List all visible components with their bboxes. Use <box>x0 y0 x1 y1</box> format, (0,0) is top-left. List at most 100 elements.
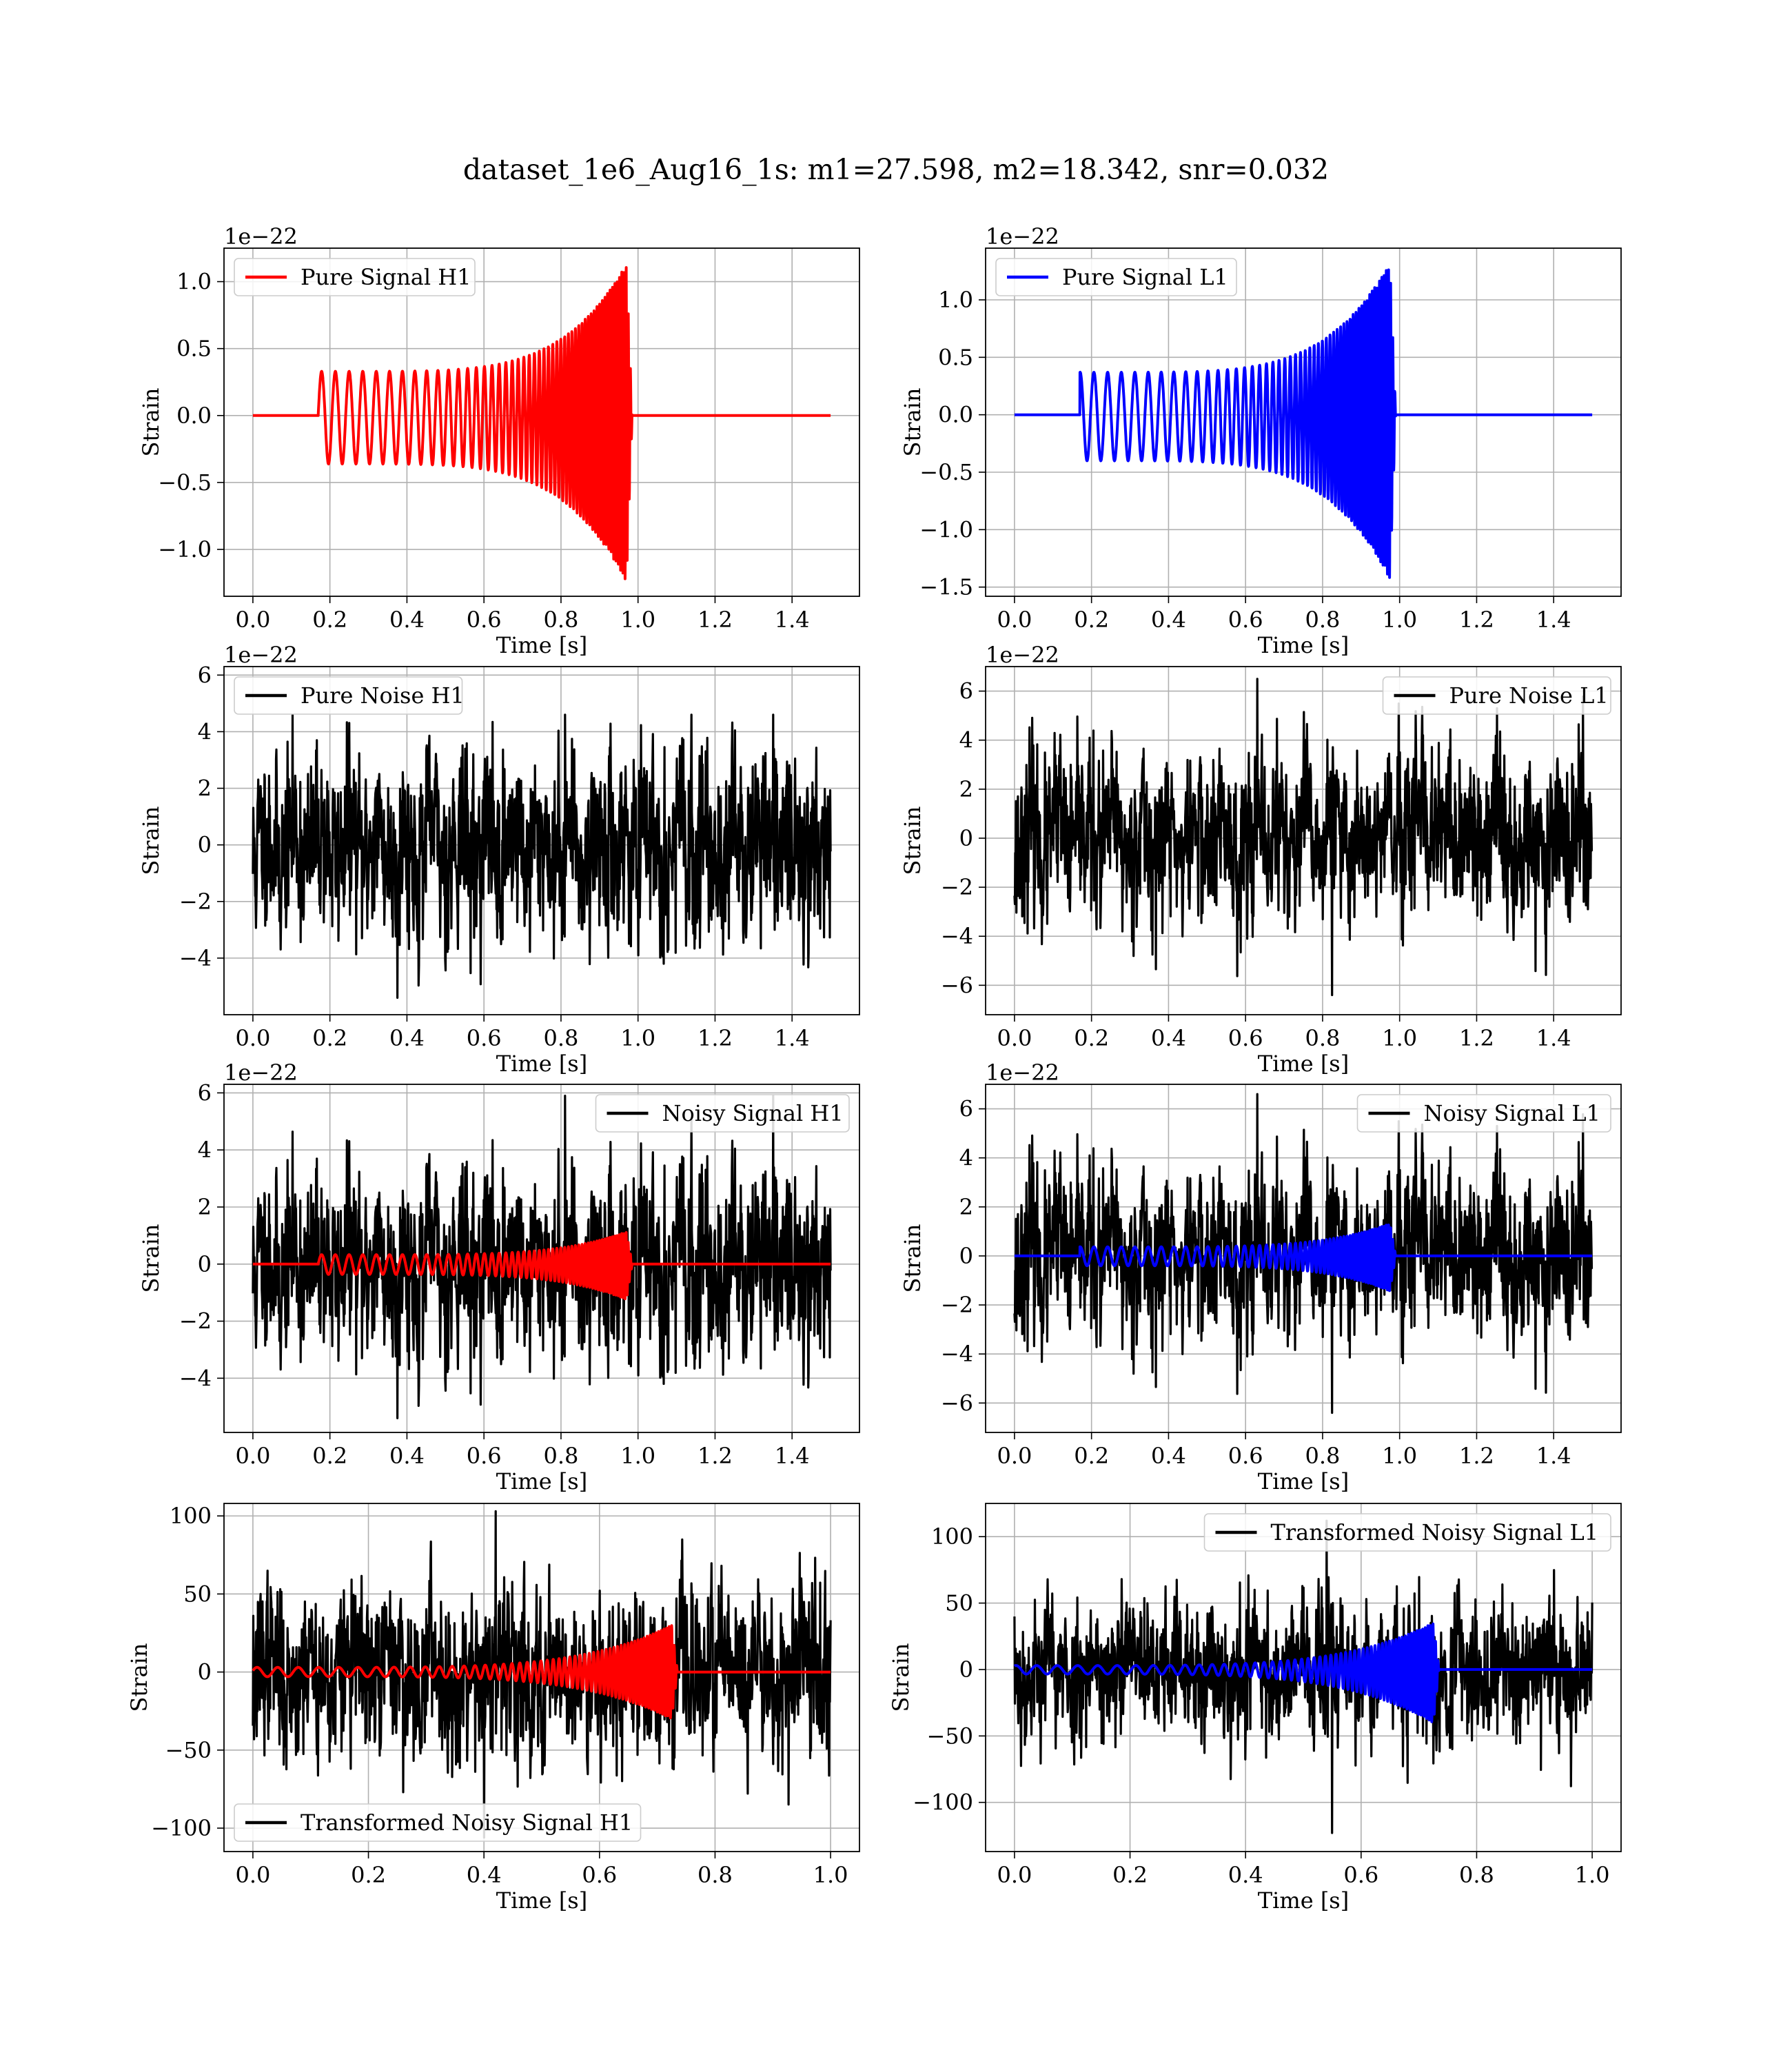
y-tick-label: 1.0 <box>938 287 973 313</box>
subplot-noisy-signal-h1: 0.0 0.2 0.4 0.6 0.8 1.0 1.2 1.4 6 4 2 0 −2 −4 Time [s]… <box>138 1060 860 1494</box>
y-axis-label: Strain <box>899 1224 926 1293</box>
y-tick-label: 2 <box>959 776 973 802</box>
y-tick-label: 0 <box>959 825 973 851</box>
y-tick-label: 50 <box>183 1581 212 1607</box>
y-tick-label: −0.5 <box>158 469 212 496</box>
x-axis-label: Time [s] <box>1258 632 1349 658</box>
x-tick-label: 0.0 <box>997 1443 1032 1469</box>
offset-text: 1e−22 <box>986 223 1059 250</box>
subplot-transformed-noisy-signal-h1: 0.0 0.2 0.4 0.6 0.8 1.0 100 50 0 −50 −100 Time [s] S… <box>126 1503 860 1914</box>
y-tick-label: 0 <box>959 1243 973 1269</box>
y-tick-label: −1.0 <box>158 536 212 562</box>
y-tick-label: 0.0 <box>938 402 973 428</box>
axes-frame <box>223 666 860 1015</box>
series-line-pure-noise-l1-0 <box>1013 678 1594 997</box>
x-tick-label: 0.6 <box>1343 1862 1378 1888</box>
legend: Pure Noise H1 <box>234 676 465 715</box>
legend-label: Noisy Signal L1 <box>1424 1100 1601 1126</box>
y-axis-label: Strain <box>138 807 164 875</box>
x-axis-label: Time [s] <box>1258 1051 1349 1077</box>
x-tick-label: 1.4 <box>1536 1443 1571 1469</box>
legend: Transformed Noisy Signal L1 <box>1203 1513 1611 1552</box>
x-tick-label: 1.4 <box>775 1025 810 1051</box>
x-tick-label: 0.8 <box>543 1443 578 1469</box>
overlay-line-noisy-signal-h1-1 <box>252 1231 832 1301</box>
x-tick-label: 1.0 <box>620 607 655 633</box>
x-tick-label: 0.8 <box>1305 1025 1340 1051</box>
y-tick-label: 1.0 <box>176 269 212 295</box>
y-tick-label: −2 <box>179 889 212 915</box>
y-tick-label: −1.0 <box>919 516 973 543</box>
x-tick-label: 0.6 <box>467 1025 502 1051</box>
series-line-pure-signal-h1-0 <box>252 266 832 580</box>
y-tick-label: 0.5 <box>938 344 973 370</box>
series-group <box>252 1095 832 1419</box>
x-axis-label: Time [s] <box>496 632 587 658</box>
series-group <box>1013 678 1594 997</box>
subplot-transformed-noisy-signal-l1: 0.0 0.2 0.4 0.6 0.8 1.0 100 50 0 −50 −100 Time [s] S… <box>888 1503 1622 1914</box>
legend-box <box>234 1803 642 1842</box>
x-tick-label: 0.2 <box>312 607 347 633</box>
series-group <box>252 713 832 999</box>
x-tick-label: 1.0 <box>620 1443 655 1469</box>
offset-text: 1e−22 <box>986 642 1059 668</box>
x-tick-label: 0.2 <box>1074 1025 1109 1051</box>
overlay-line-transformed-noisy-signal-h1-1 <box>252 1624 832 1720</box>
x-tick-label: 0.4 <box>467 1862 502 1888</box>
series-line-noisy-signal-l1-0 <box>1013 1093 1594 1415</box>
y-tick-label: 0 <box>198 1251 212 1277</box>
x-tick-label: 0.6 <box>467 607 502 633</box>
x-tick-label: 1.0 <box>813 1862 848 1888</box>
y-axis-label: Strain <box>899 807 926 875</box>
offset-text: 1e−22 <box>224 1060 298 1086</box>
x-tick-label: 0.2 <box>312 1443 347 1469</box>
subplot-pure-signal-l1: 0.0 0.2 0.4 0.6 0.8 1.0 1.2 1.4 1.0 0.5 0.0 −0.5 −1.… <box>899 223 1622 658</box>
x-tick-label: 0.4 <box>1151 607 1186 633</box>
x-tick-label: 0.4 <box>1151 1443 1186 1469</box>
y-axis-label: Strain <box>126 1643 152 1712</box>
y-tick-label: 0.5 <box>176 336 212 362</box>
legend-box <box>1382 676 1611 715</box>
y-tick-label: −50 <box>165 1737 212 1763</box>
y-tick-label: 4 <box>198 718 212 744</box>
y-tick-label: 50 <box>945 1590 973 1616</box>
y-tick-label: −2 <box>179 1308 212 1335</box>
x-tick-label: 0.4 <box>389 1443 425 1469</box>
y-tick-label: 0 <box>959 1656 973 1683</box>
x-tick-label: 0.0 <box>997 1025 1032 1051</box>
x-tick-label: 1.0 <box>1382 1025 1417 1051</box>
x-tick-label: 0.8 <box>1305 1443 1340 1469</box>
y-tick-label: 4 <box>959 1145 973 1171</box>
y-tick-label: 0.0 <box>176 403 212 429</box>
x-tick-label: 1.0 <box>620 1025 655 1051</box>
x-tick-label: 1.4 <box>1536 607 1571 633</box>
y-tick-label: −6 <box>941 1390 973 1416</box>
x-tick-label: 1.4 <box>775 607 810 633</box>
x-tick-label: 0.6 <box>1228 1025 1263 1051</box>
x-tick-label: 0.8 <box>543 1025 578 1051</box>
series-line-pure-signal-l1-0 <box>1013 268 1594 579</box>
legend-box <box>1356 1094 1611 1133</box>
x-tick-label: 0.8 <box>543 607 578 633</box>
legend-label: Noisy Signal H1 <box>662 1100 844 1126</box>
x-tick-label: 0.6 <box>1228 1443 1263 1469</box>
x-tick-label: 0.6 <box>467 1443 502 1469</box>
y-tick-label: −0.5 <box>919 459 973 485</box>
y-tick-label: −2 <box>941 874 973 900</box>
x-tick-label: 0.6 <box>582 1862 617 1888</box>
y-tick-label: −6 <box>941 972 973 998</box>
y-axis-label: Strain <box>138 388 164 457</box>
legend: Pure Noise L1 <box>1382 676 1611 715</box>
y-tick-label: −4 <box>179 945 212 971</box>
offset-text: 1e−22 <box>224 642 298 668</box>
y-tick-label: −1.5 <box>919 574 973 600</box>
y-tick-label: −100 <box>913 1790 973 1816</box>
legend: Transformed Noisy Signal H1 <box>234 1803 642 1842</box>
x-tick-label: 1.2 <box>1459 607 1494 633</box>
y-tick-label: −4 <box>941 923 973 949</box>
series-group <box>1013 1093 1594 1415</box>
legend-label: Pure Signal L1 <box>1062 264 1228 290</box>
x-tick-label: 0.4 <box>389 1025 425 1051</box>
axes-frame <box>223 247 860 597</box>
